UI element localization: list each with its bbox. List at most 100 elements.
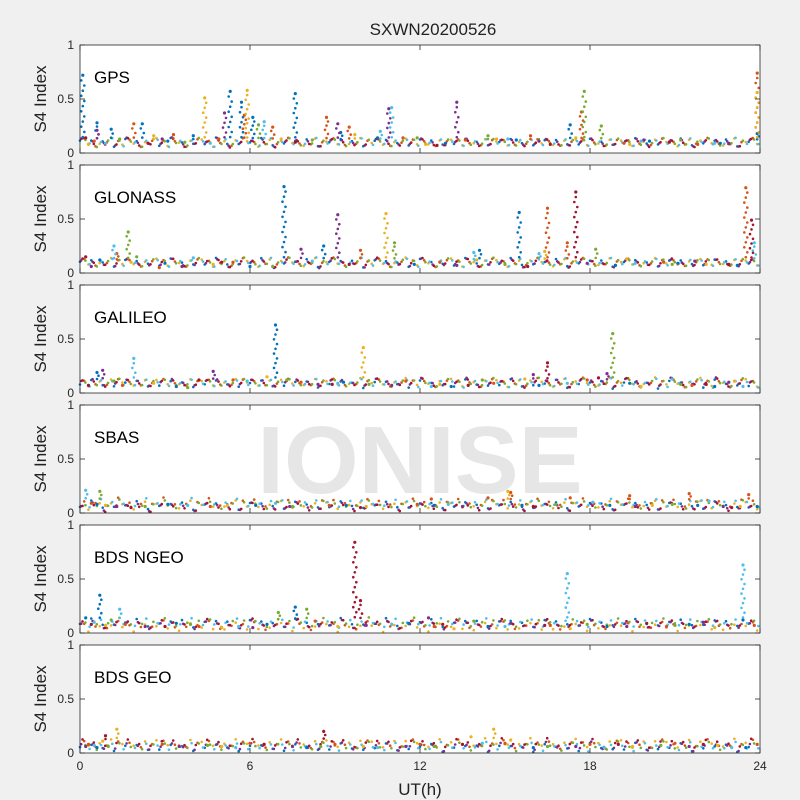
data-point [585, 622, 589, 627]
noise-point [340, 378, 344, 382]
noise-point [167, 145, 171, 149]
noise-point [205, 738, 209, 742]
y-axis-label: S4 Index [31, 665, 50, 733]
data-point [117, 732, 120, 735]
noise-point [438, 501, 442, 504]
noise-point [458, 617, 461, 621]
noise-point [360, 137, 363, 140]
noise-point [92, 261, 96, 265]
noise-point [602, 382, 606, 386]
noise-point [228, 265, 232, 269]
data-point [580, 136, 583, 140]
noise-point [587, 625, 590, 629]
data-point [244, 98, 247, 102]
noise-point [428, 624, 431, 627]
noise-point [349, 743, 352, 746]
noise-point [485, 617, 488, 620]
data-point [313, 619, 317, 623]
y-tick-label: 0.5 [57, 452, 74, 466]
noise-point [325, 622, 328, 626]
data-point [544, 369, 548, 372]
noise-point [180, 141, 184, 144]
data-point [355, 551, 358, 554]
noise-point [492, 256, 495, 260]
noise-point [133, 383, 137, 387]
noise-point [684, 264, 688, 268]
noise-point [179, 259, 182, 263]
noise-point [621, 384, 624, 387]
data-point [294, 617, 297, 620]
data-point [673, 741, 677, 745]
noise-point [466, 621, 470, 625]
data-point [129, 260, 133, 264]
noise-point [704, 505, 708, 509]
data-point [240, 120, 243, 124]
noise-point [226, 142, 229, 146]
noise-point [605, 143, 609, 146]
noise-point [455, 260, 458, 264]
noise-point [307, 625, 311, 629]
data-point [336, 381, 340, 385]
noise-point [82, 500, 86, 503]
data-point [80, 125, 83, 128]
noise-point [156, 744, 159, 747]
noise-point [349, 499, 352, 503]
data-point [628, 497, 631, 501]
noise-point [621, 503, 624, 506]
noise-point [260, 620, 263, 623]
noise-point [167, 748, 171, 751]
data-point [166, 139, 170, 143]
noise-point [186, 746, 189, 750]
noise-point [99, 379, 103, 382]
noise-point [723, 260, 726, 264]
noise-point [534, 505, 538, 508]
data-point [537, 252, 541, 256]
y-tick-label: 0 [67, 386, 74, 400]
constellation-label: SBAS [94, 428, 139, 447]
noise-point [424, 624, 427, 627]
data-point [347, 262, 351, 266]
noise-point [211, 505, 215, 509]
noise-point [711, 505, 715, 509]
data-point [275, 371, 279, 375]
data-point [86, 383, 91, 387]
noise-point [393, 502, 396, 506]
noise-point [390, 265, 393, 269]
noise-point [339, 616, 343, 620]
noise-point [99, 743, 103, 747]
noise-point [217, 506, 220, 509]
noise-point [738, 144, 742, 148]
noise-point [409, 504, 413, 508]
noise-point [291, 629, 294, 633]
noise-point [548, 504, 552, 508]
noise-point [180, 618, 184, 622]
noise-point [639, 746, 643, 750]
noise-point [401, 502, 405, 506]
noise-point [239, 742, 243, 745]
noise-point [462, 747, 465, 750]
data-point [529, 137, 532, 141]
noise-point [281, 499, 284, 502]
data-point [132, 376, 136, 379]
noise-point [634, 617, 637, 621]
data-point [503, 262, 507, 266]
noise-point [587, 504, 590, 507]
data-point [338, 237, 341, 240]
noise-point [126, 504, 130, 508]
data-point [480, 741, 484, 745]
noise-point [169, 379, 172, 383]
noise-point [223, 505, 226, 508]
noise-point [635, 741, 638, 744]
data-point [755, 504, 759, 509]
noise-point [124, 381, 127, 384]
data-point [565, 381, 569, 385]
data-point [650, 503, 654, 507]
data-point [95, 121, 99, 125]
data-point [103, 503, 108, 507]
noise-point [264, 628, 267, 632]
noise-point [621, 621, 624, 625]
data-point [353, 615, 357, 619]
noise-point [179, 623, 182, 626]
noise-point [326, 142, 329, 145]
noise-point [387, 262, 390, 266]
